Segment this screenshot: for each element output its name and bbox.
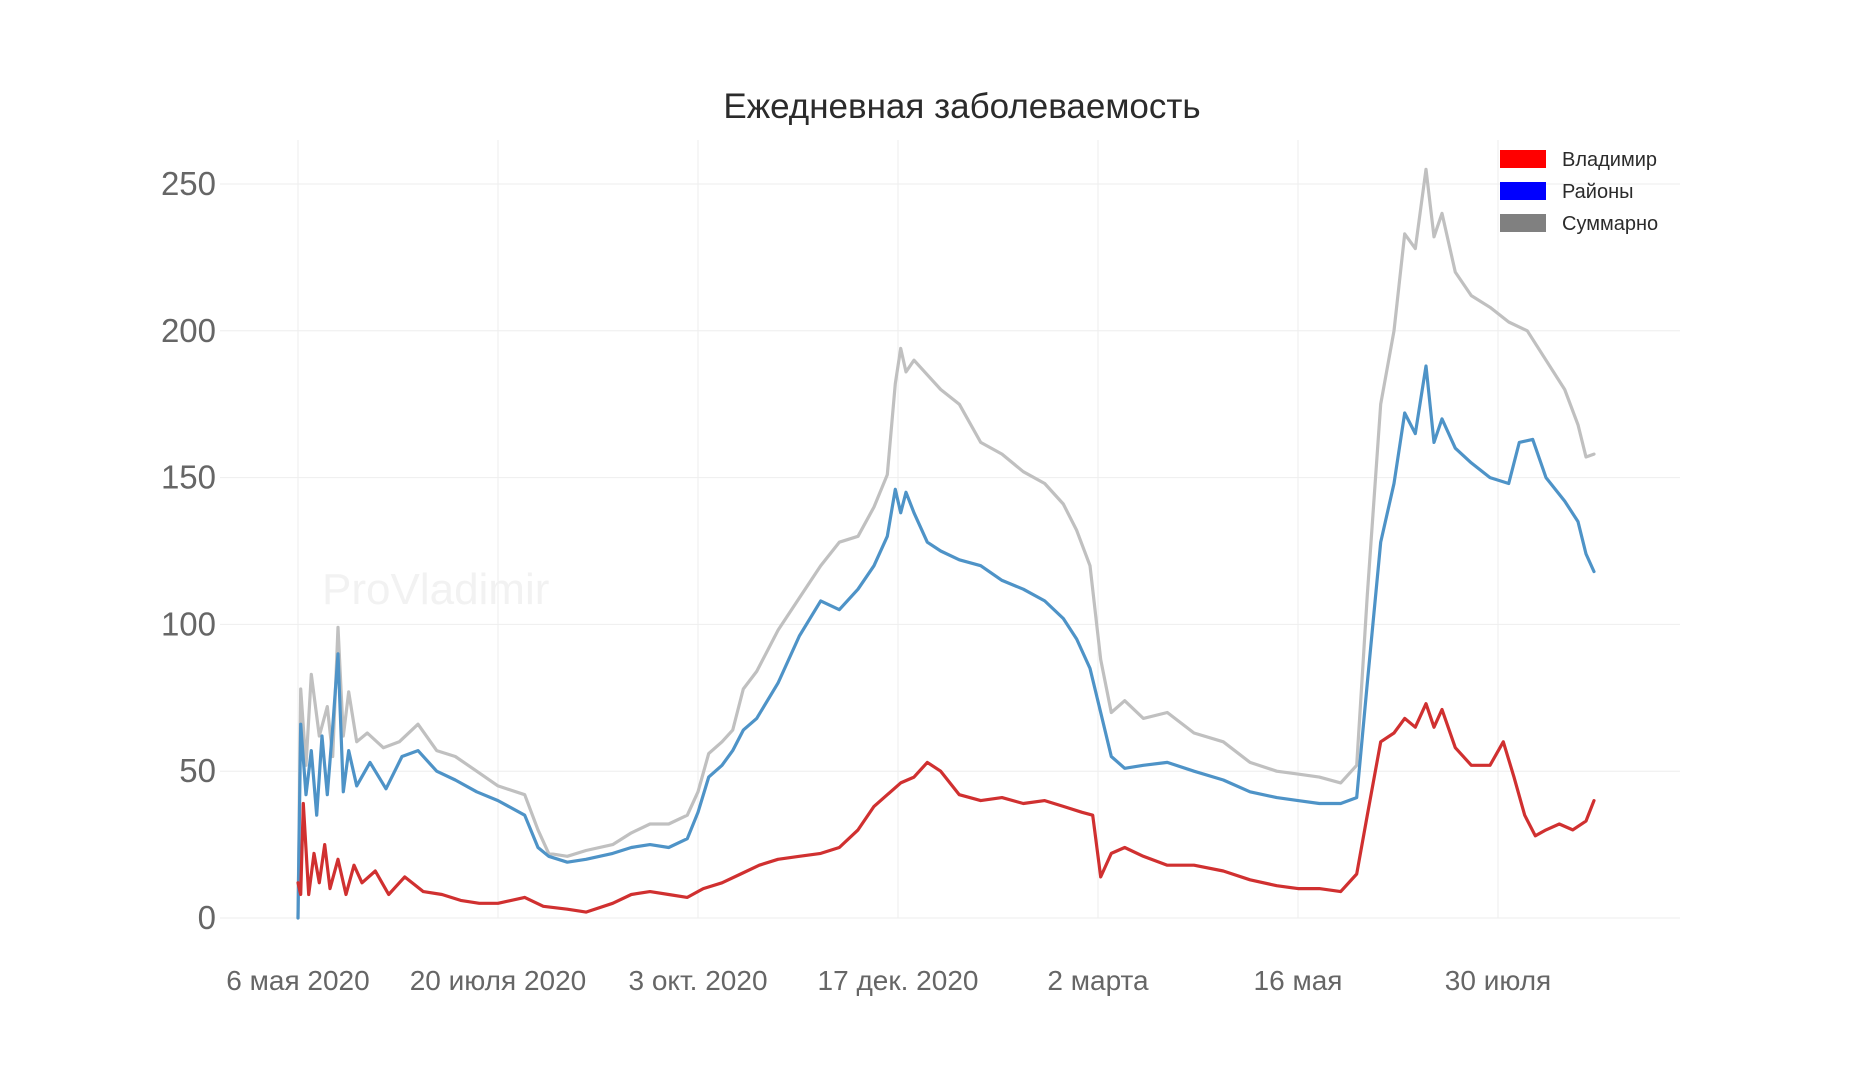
x-tick-label: 30 июля [1445, 965, 1551, 996]
legend: Владимир Районы Суммарно [1500, 149, 1658, 235]
legend-swatch [1500, 150, 1546, 168]
y-tick-label: 200 [161, 312, 216, 349]
series-lines [296, 167, 1596, 920]
legend-item: Суммарно [1500, 213, 1658, 235]
y-tick-label: 100 [161, 605, 216, 642]
series-line-vladimir [296, 702, 1596, 914]
y-tick-label: 150 [161, 459, 216, 496]
y-tick-label: 50 [179, 752, 216, 789]
x-tick-label: 3 окт. 2020 [628, 965, 767, 996]
y-tick-label: 0 [198, 899, 216, 936]
legend-item: Районы [1500, 181, 1634, 203]
x-tick-label: 20 июля 2020 [410, 965, 587, 996]
grid [220, 140, 1680, 919]
legend-label: Суммарно [1562, 213, 1658, 235]
legend-label: Владимир [1562, 149, 1657, 171]
legend-swatch [1500, 182, 1546, 200]
x-tick-label: 16 мая [1254, 965, 1343, 996]
legend-label: Районы [1562, 181, 1634, 203]
x-tick-label: 6 мая 2020 [226, 965, 369, 996]
x-tick-label: 17 дек. 2020 [818, 965, 979, 996]
series-line-total [296, 167, 1596, 920]
y-tick-label: 250 [161, 165, 216, 202]
y-axis-ticks: 0 50 100 150 200 250 [161, 165, 216, 936]
legend-swatch [1500, 214, 1546, 232]
x-tick-label: 2 марта [1047, 965, 1149, 996]
series-line-districts [296, 364, 1596, 920]
x-axis-ticks: 6 мая 2020 20 июля 2020 3 окт. 2020 17 дек.… [226, 965, 1551, 996]
legend-item: Владимир [1500, 149, 1657, 171]
chart-title: Ежедневная заболеваемость [723, 87, 1200, 126]
watermark: ProVladimir [322, 565, 549, 614]
